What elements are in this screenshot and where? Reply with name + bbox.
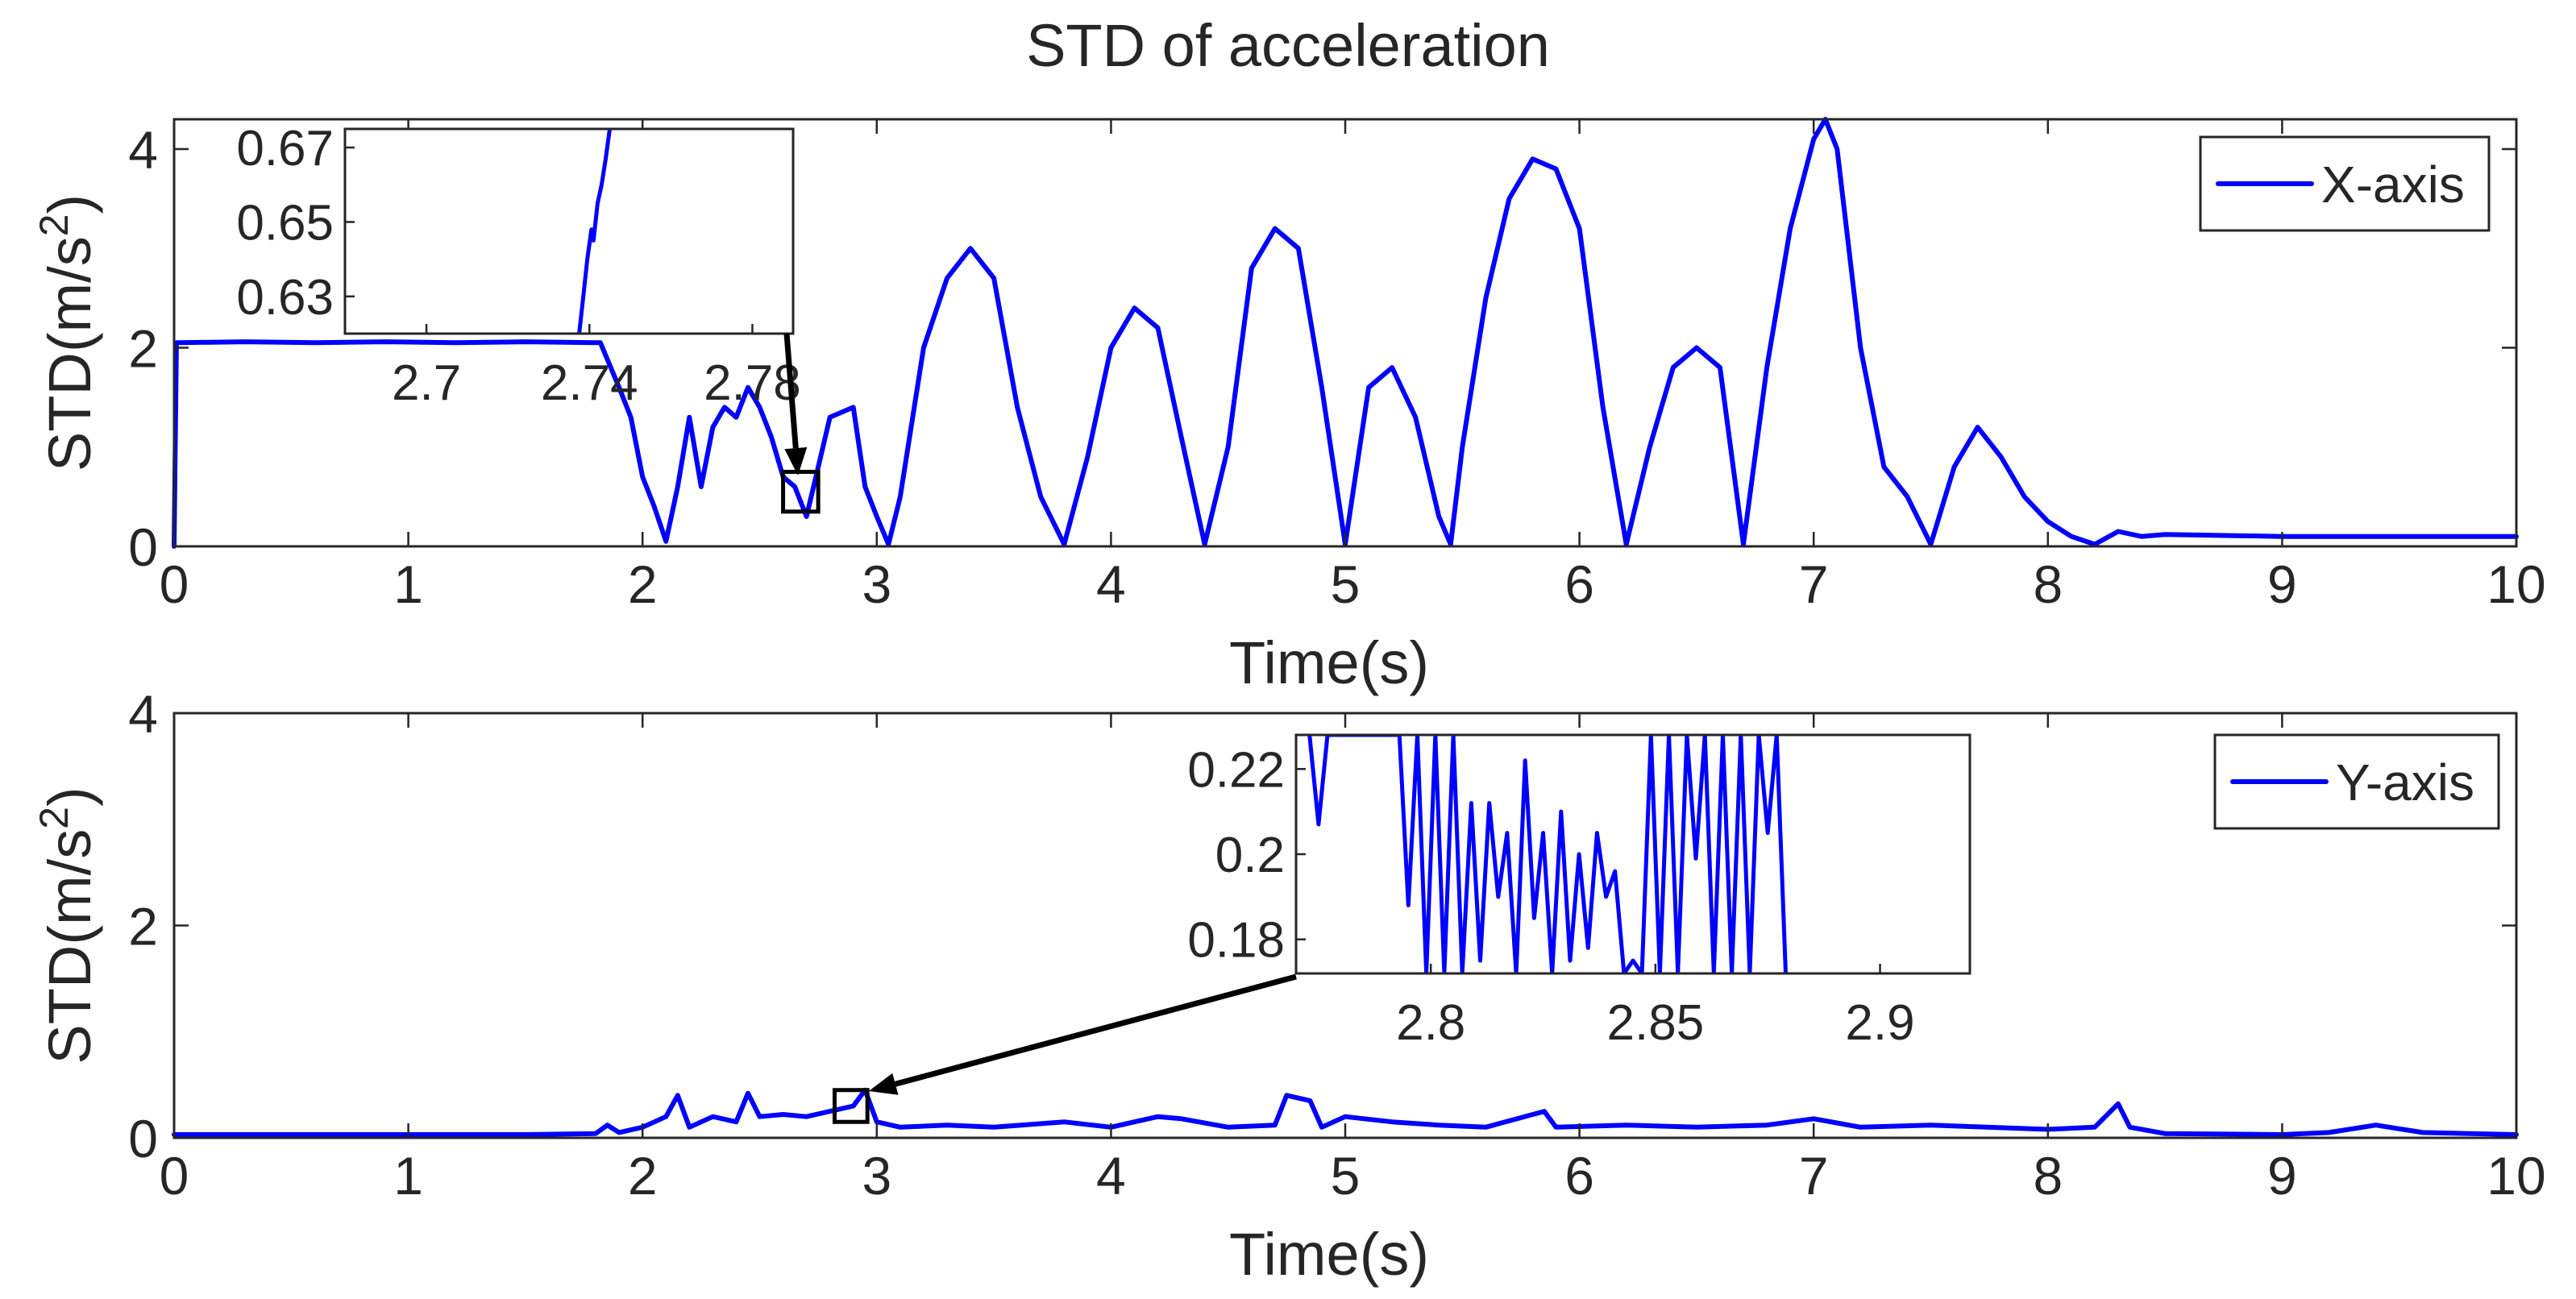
inset-x-tick-label: 2.8 [1396, 995, 1465, 1051]
zoom-arrow-line [783, 333, 799, 449]
inset-y-tick-label: 0.18 [1187, 913, 1285, 969]
x-tick-label: 1 [393, 554, 423, 614]
inset-x-tick-label: 2.9 [1845, 995, 1914, 1051]
x-axis-label: Time(s) [1229, 1221, 1429, 1288]
inset-x-tick-label: 2.85 [1607, 995, 1705, 1051]
x-tick-label: 6 [1564, 554, 1594, 614]
x-tick-label: 7 [1799, 1146, 1829, 1206]
inset-series-line [1307, 735, 1788, 973]
inset-background [345, 129, 793, 334]
zoom-region-box [832, 1088, 870, 1124]
y-tick-label: 4 [128, 684, 158, 744]
y-tick-label: 2 [128, 318, 158, 378]
x-tick-label: 2 [628, 1146, 658, 1206]
x-tick-label: 7 [1799, 554, 1829, 614]
x-tick-label: 3 [862, 554, 891, 614]
zoom-arrow-head [784, 447, 808, 475]
x-tick-label: 9 [2267, 554, 2297, 614]
x-tick-label: 9 [2267, 1146, 2297, 1206]
y-tick-label: 0 [128, 1109, 158, 1168]
inset-y-tick-label: 0.22 [1187, 742, 1285, 798]
y-tick-label: 4 [128, 120, 158, 180]
y-tick-label: 2 [128, 897, 158, 957]
x-tick-label: 8 [2033, 1146, 2063, 1206]
x-tick-label: 4 [1096, 1146, 1126, 1206]
x-tick-label: 3 [862, 1146, 891, 1206]
x-tick-label: 2 [628, 554, 658, 614]
inset-y-tick-label: 0.67 [236, 121, 334, 176]
x-tick-label: 10 [2487, 1146, 2545, 1206]
y-axis-label-superscript: 2 [31, 214, 77, 236]
x-tick-label: 0 [160, 1146, 189, 1206]
y-axis-label: STD(m/s2) [31, 786, 103, 1064]
inset-y-tick-label: 0.65 [236, 195, 334, 251]
y-tick-label: 0 [128, 517, 158, 577]
x-tick-label: 6 [1564, 1146, 1594, 1206]
zoom-region-box [781, 470, 821, 514]
x-tick-label: 5 [1331, 1146, 1361, 1206]
zoom-arrow-head [869, 1073, 899, 1095]
x-tick-label: 10 [2487, 554, 2545, 614]
y-axis-label-superscript: 2 [31, 807, 77, 829]
legend-label: Y-axis [2336, 753, 2474, 811]
inset-series-line [577, 129, 612, 334]
x-axis-label: Time(s) [1229, 629, 1429, 696]
legend-label: X-axis [2321, 156, 2465, 214]
figure-title: STD of acceleration [1026, 12, 1550, 79]
inset-frame [343, 127, 795, 335]
inset-x-tick-label: 2.7 [392, 355, 461, 411]
inset-background [1296, 735, 1970, 973]
series-line-x-axis [172, 117, 2519, 549]
x-tick-label: 1 [393, 1146, 423, 1206]
y-axis-label: STD(m/s2) [31, 194, 103, 471]
x-tick-label: 5 [1331, 554, 1361, 614]
x-tick-label: 8 [2033, 554, 2063, 614]
y-axis-label-close: ) [36, 194, 103, 214]
y-axis-label-base: STD(m/s [36, 236, 103, 471]
x-tick-label: 0 [160, 554, 189, 614]
inset-x-tick-label: 2.78 [704, 355, 801, 411]
zoom-arrow-line [894, 973, 1297, 1087]
inset-y-tick-label: 0.2 [1215, 828, 1285, 883]
inset-x-tick-label: 2.74 [541, 355, 638, 411]
inset-y-tick-label: 0.63 [236, 270, 334, 326]
y-axis-label-close: ) [36, 786, 103, 807]
x-tick-label: 4 [1096, 554, 1126, 614]
y-axis-label-base: STD(m/s [36, 829, 103, 1065]
